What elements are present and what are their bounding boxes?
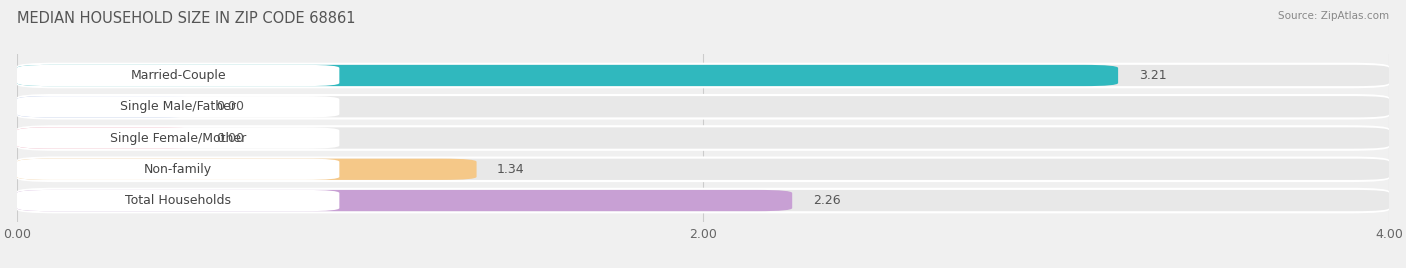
Text: Single Male/Father: Single Male/Father: [120, 100, 236, 113]
FancyBboxPatch shape: [17, 190, 1389, 211]
FancyBboxPatch shape: [17, 159, 339, 180]
FancyBboxPatch shape: [17, 96, 1389, 117]
FancyBboxPatch shape: [17, 188, 1389, 213]
Text: Married-Couple: Married-Couple: [131, 69, 226, 82]
FancyBboxPatch shape: [17, 63, 1389, 88]
Text: Single Female/Mother: Single Female/Mother: [110, 132, 246, 144]
FancyBboxPatch shape: [17, 127, 195, 149]
Text: 0.00: 0.00: [217, 132, 243, 144]
Text: Source: ZipAtlas.com: Source: ZipAtlas.com: [1278, 11, 1389, 21]
Text: 1.34: 1.34: [498, 163, 524, 176]
FancyBboxPatch shape: [17, 65, 1118, 86]
Text: Total Households: Total Households: [125, 194, 231, 207]
FancyBboxPatch shape: [17, 65, 339, 86]
FancyBboxPatch shape: [17, 65, 1389, 86]
FancyBboxPatch shape: [17, 127, 339, 149]
FancyBboxPatch shape: [17, 159, 1389, 180]
FancyBboxPatch shape: [17, 127, 1389, 149]
FancyBboxPatch shape: [17, 190, 339, 211]
Text: MEDIAN HOUSEHOLD SIZE IN ZIP CODE 68861: MEDIAN HOUSEHOLD SIZE IN ZIP CODE 68861: [17, 11, 356, 26]
Text: 3.21: 3.21: [1139, 69, 1167, 82]
FancyBboxPatch shape: [17, 96, 339, 117]
FancyBboxPatch shape: [17, 190, 792, 211]
Text: 0.00: 0.00: [217, 100, 243, 113]
FancyBboxPatch shape: [17, 159, 477, 180]
FancyBboxPatch shape: [17, 125, 1389, 151]
FancyBboxPatch shape: [17, 96, 195, 117]
Text: 2.26: 2.26: [813, 194, 841, 207]
Text: Non-family: Non-family: [143, 163, 212, 176]
FancyBboxPatch shape: [17, 157, 1389, 182]
FancyBboxPatch shape: [17, 94, 1389, 120]
